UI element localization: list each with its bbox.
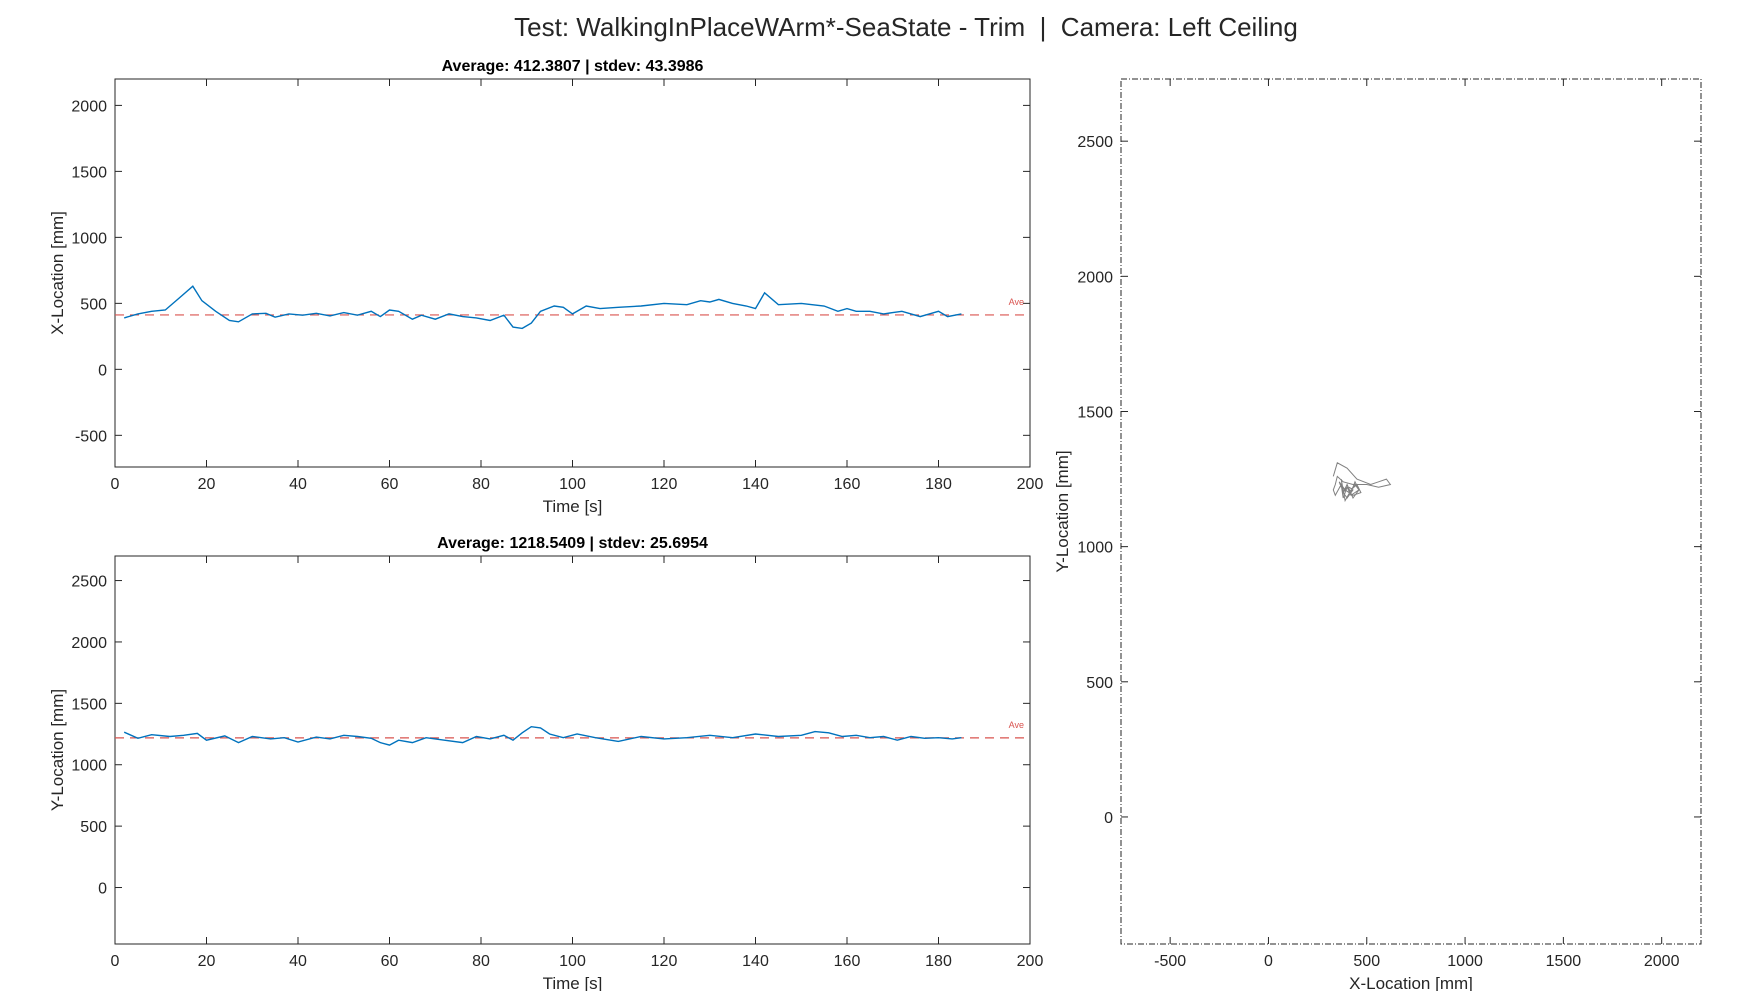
trajectory-line (1332, 462, 1392, 503)
y-tick-label: 2500 (71, 574, 107, 591)
x-tick-label: 120 (651, 953, 678, 970)
y-tick-label: 2000 (71, 635, 107, 652)
y-tick-label: 0 (98, 881, 107, 898)
y-tick-label: 1000 (1077, 540, 1113, 557)
x-axis-label: X-Location [mm] (1349, 974, 1473, 991)
y-tick-label: 0 (98, 362, 107, 379)
x-tick-label: 160 (834, 953, 861, 970)
y-tick-label: 2000 (1077, 269, 1113, 286)
x-tick-label: 1000 (1447, 953, 1483, 970)
y-axis-label: X-Location [mm] (48, 211, 67, 335)
y-tick-label: 500 (1086, 675, 1113, 692)
x-tick-label: 40 (289, 953, 307, 970)
y-tick-label: 0 (1104, 810, 1113, 827)
y-tick-label: 1500 (1077, 404, 1113, 421)
x-location-time-plot: 0 20 40 60 80 100 120 140 160 180 200 -500 0 500 1000 1… (48, 58, 1043, 516)
x-tick-label: 20 (198, 476, 216, 493)
x-tick-label: 1500 (1546, 953, 1582, 970)
y-tick-label: -500 (75, 428, 107, 445)
y-location-time-plot: 0 20 40 60 80 100 120 140 160 180 2000500100015002… (48, 535, 1043, 991)
x-tick-label: 0 (111, 953, 120, 970)
x-tick-label: 500 (1353, 953, 1380, 970)
y-tick-label: 500 (80, 296, 107, 313)
plot-frame (114, 78, 1031, 468)
x-tick-label: 200 (1017, 953, 1044, 970)
y-tick-label: 500 (80, 819, 107, 836)
xy-trajectory-plot: -500 0 500 1000 1500 2000 0 500 1000 1500 2000 2500… (1053, 78, 1702, 991)
average-label: Ave (1009, 720, 1024, 730)
x-tick-label: 200 (1017, 476, 1044, 493)
x-tick-label: 60 (381, 476, 399, 493)
x-tick-label: 40 (289, 476, 307, 493)
x-tick-label: 140 (742, 476, 769, 493)
x-axis-label: Time [s] (543, 497, 603, 516)
x-tick-label: 100 (559, 476, 586, 493)
x-tick-label: 160 (834, 476, 861, 493)
y-tick-label: 1000 (71, 230, 107, 247)
series-line (124, 285, 962, 330)
plot-frame (1120, 78, 1702, 945)
y-tick-label: 2500 (1077, 134, 1113, 151)
x-tick-label: 20 (198, 953, 216, 970)
plot-title: Average: 1218.5409 | stdev: 25.6954 (437, 535, 708, 552)
y-axis-label: Y-Location [mm] (48, 689, 67, 811)
x-tick-label: 100 (559, 953, 586, 970)
x-tick-label: 80 (472, 953, 490, 970)
x-tick-label: 80 (472, 476, 490, 493)
x-axis-label: Time [s] (543, 974, 603, 991)
x-tick-label: 2000 (1644, 953, 1680, 970)
series-line (123, 725, 962, 746)
plot-title: Average: 412.3807 | stdev: 43.3986 (442, 58, 704, 75)
x-tick-label: 140 (742, 953, 769, 970)
x-tick-label: -500 (1154, 953, 1186, 970)
x-tick-label: 0 (111, 476, 120, 493)
y-tick-label: 1000 (71, 758, 107, 775)
x-tick-label: 60 (381, 953, 399, 970)
figure-title: Test: WalkingInPlaceWArm*-SeaState - Tri… (514, 12, 1298, 42)
x-tick-label: 180 (925, 953, 952, 970)
plot-frame (114, 555, 1031, 945)
x-tick-label: 180 (925, 476, 952, 493)
y-tick-label: 1500 (71, 696, 107, 713)
y-tick-label: 2000 (71, 98, 107, 115)
y-axis-label: Y-Location [mm] (1053, 450, 1072, 572)
x-tick-label: 120 (651, 476, 678, 493)
average-label: Ave (1009, 297, 1024, 307)
x-tick-label: 0 (1264, 953, 1273, 970)
y-tick-label: 1500 (71, 164, 107, 181)
